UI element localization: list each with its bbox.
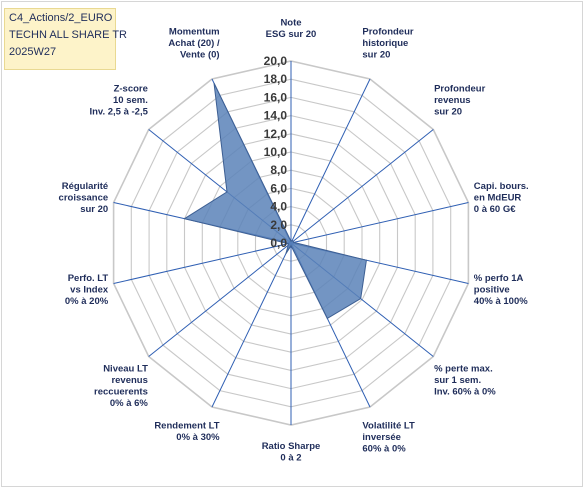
- tick-label: 10,0: [264, 145, 288, 159]
- axis-label: Volatilité LT inversée 60% à 0%: [362, 421, 415, 455]
- axis-label: Profondeur historique sur 20: [362, 26, 413, 60]
- axis-spoke: [148, 242, 292, 357]
- data-series-area: [183, 82, 367, 320]
- axis-label: Note ESG sur 20: [266, 18, 317, 41]
- tick-label: 8,0: [270, 163, 287, 177]
- tick-label: 0,0: [270, 236, 287, 250]
- tick-label: 4,0: [270, 200, 287, 214]
- chart-title-line-2: TECHN ALL SHARE TR: [9, 29, 127, 41]
- tick-label: 12,0: [264, 127, 288, 141]
- axis-spoke: [113, 242, 292, 284]
- axis-label: % perte max. sur 1 sem. Inv. 60% à 0%: [434, 363, 496, 397]
- tick-label: 18,0: [264, 72, 288, 86]
- chart-title-line-3: 2025W27: [9, 46, 57, 58]
- chart-title-box: C4_Actions/2_EURO TECHN ALL SHARE TR 202…: [4, 8, 127, 70]
- axis-label: Perfo. LT vs Index 0% à 20%: [65, 273, 109, 307]
- tick-label: 6,0: [270, 181, 287, 195]
- axis-label: Ratio Sharpe 0 à 2: [262, 441, 321, 464]
- tick-label: 20,0: [264, 54, 288, 68]
- axis-label: Régularité croissance sur 20: [59, 181, 109, 215]
- axis-spoke: [211, 242, 292, 408]
- axis-label: % perfo 1A positive 40% à 100%: [474, 273, 528, 307]
- axis-label: Rendement LT 0% à 30%: [154, 421, 220, 444]
- axis-label: Z-score 10 sem. Inv. 2,5 à -2,5: [89, 84, 148, 118]
- axis-label: Capi. bours. en MdEUR 0 à 60 G€: [474, 181, 529, 215]
- tick-label: 14,0: [264, 109, 288, 123]
- axis-label: Profondeur revenus sur 20: [434, 84, 485, 118]
- axis-label: Niveau LT revenus reccuerents 0% à 6%: [94, 363, 148, 409]
- tick-label: 2,0: [270, 218, 287, 232]
- axis-spoke: [290, 78, 371, 244]
- axis-spoke: [290, 202, 469, 244]
- axis-label: Momentum Achat (20) / Vente (0): [168, 26, 220, 60]
- tick-label: 16,0: [264, 90, 288, 104]
- chart-title-line-1: C4_Actions/2_EURO: [9, 12, 113, 24]
- axis-spoke: [290, 129, 434, 244]
